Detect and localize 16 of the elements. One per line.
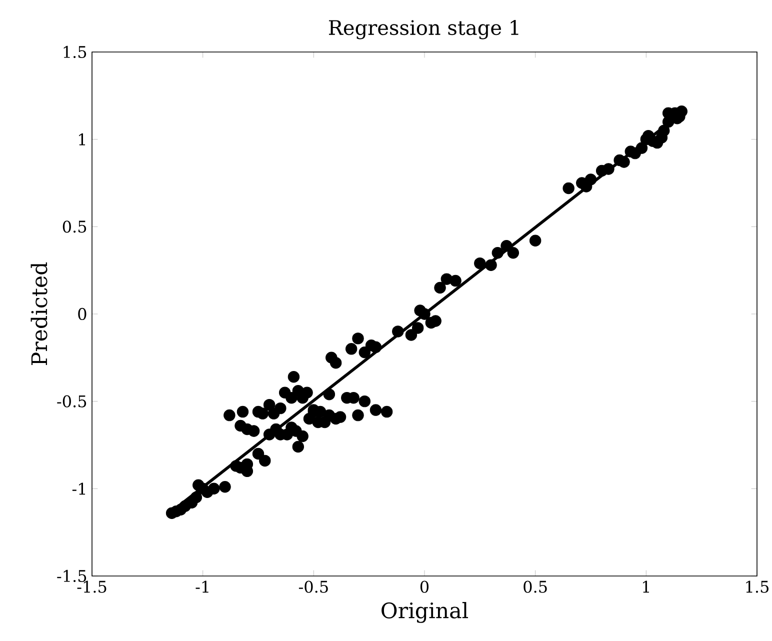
- y-tick-label: 0.5: [62, 220, 86, 233]
- x-tick-label: 1.5: [746, 580, 768, 593]
- y-tick-label: -1.5: [57, 570, 86, 582]
- y-tick-label: 0: [78, 308, 86, 320]
- x-tick-label: 0.5: [524, 580, 547, 593]
- y-tick-label: -0.5: [57, 395, 86, 408]
- x-tick-label: -0.5: [298, 580, 328, 593]
- chart-title: Regression stage 1: [328, 20, 518, 40]
- x-axis-title: Original: [382, 602, 468, 623]
- y-tick-label: 1.5: [64, 46, 86, 58]
- x-tick-label: 0: [420, 580, 429, 593]
- y-tick-label: 1: [79, 133, 86, 146]
- x-tick-label: -1: [196, 580, 208, 593]
- y-axis-title: Predicted: [30, 262, 48, 366]
- x-tick-label: 1: [643, 580, 649, 593]
- y-tick-label: -1: [72, 482, 86, 495]
